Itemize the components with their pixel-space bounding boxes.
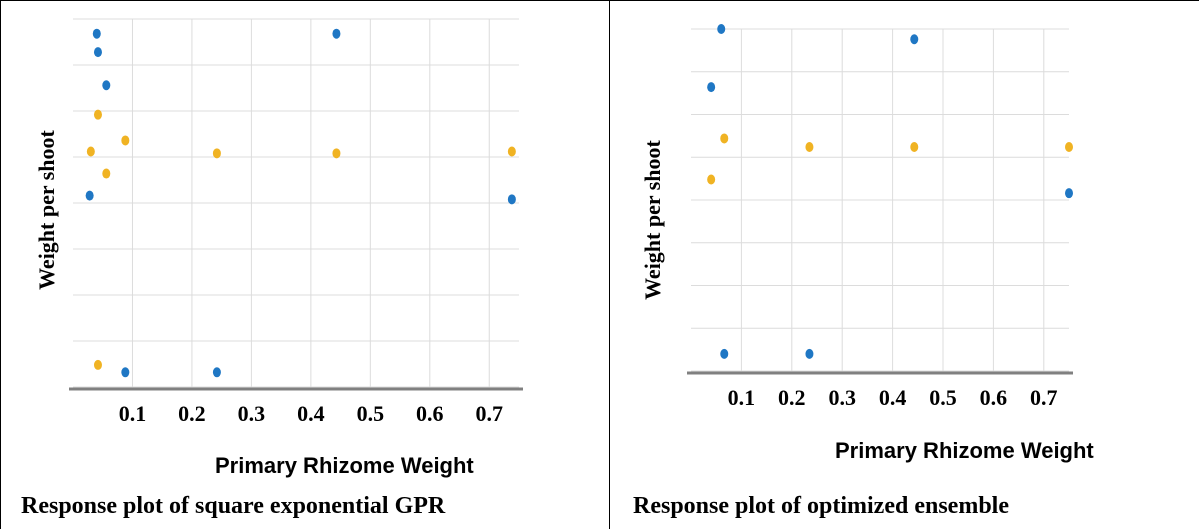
x-tick-labels: 0.1 0.2 0.3 0.4 0.5 0.6 0.7	[119, 401, 503, 426]
y-axis-label: Weight per shoot	[34, 130, 59, 290]
series-1	[86, 109, 516, 370]
x-axis-label: Primary Rhizome Weight	[835, 438, 1094, 463]
x-tick-label: 0.2	[778, 385, 806, 410]
data-point	[910, 34, 919, 45]
data-point	[85, 190, 94, 201]
x-tick-labels: 0.1 0.2 0.3 0.4 0.5 0.6 0.7	[728, 385, 1058, 410]
data-point	[102, 80, 111, 91]
panel-right: 0.1 0.2 0.3 0.4 0.5 0.6 0.7 Weight per shoot P…	[609, 0, 1199, 529]
x-tick-label: 0.4	[879, 385, 907, 410]
data-point	[720, 348, 729, 359]
data-point	[86, 146, 95, 157]
grid	[691, 28, 1069, 372]
x-tick-label: 0.4	[297, 401, 325, 426]
data-point	[707, 82, 716, 93]
data-point	[1065, 188, 1073, 199]
panel-left: 0.1 0.2 0.3 0.4 0.5 0.6 0.7 Weight per shoot P…	[0, 0, 610, 529]
data-point	[93, 109, 102, 120]
series-1	[707, 133, 1073, 185]
data-point	[332, 28, 341, 39]
x-tick-label: 0.6	[416, 401, 444, 426]
data-point	[507, 194, 516, 205]
data-point	[121, 135, 130, 146]
data-point	[121, 367, 130, 378]
chart-title: Response plot of square exponential GPR	[21, 493, 446, 519]
x-tick-label: 0.3	[238, 401, 266, 426]
x-tick-label: 0.7	[476, 401, 504, 426]
x-tick-label: 0.1	[728, 385, 756, 410]
data-point	[910, 141, 919, 152]
data-point	[707, 174, 716, 185]
x-tick-label: 0.6	[980, 385, 1008, 410]
x-tick-label: 0.2	[178, 401, 206, 426]
data-point	[507, 146, 516, 157]
scatter-plot-left: 0.1 0.2 0.3 0.4 0.5 0.6 0.7	[69, 18, 523, 426]
x-tick-label: 0.5	[357, 401, 385, 426]
data-point	[102, 168, 111, 179]
data-point	[720, 133, 729, 144]
data-point	[805, 348, 814, 359]
x-tick-label: 0.5	[929, 385, 957, 410]
y-axis-label: Weight per shoot	[640, 140, 665, 300]
data-point	[93, 47, 102, 58]
x-tick-label: 0.7	[1030, 385, 1058, 410]
data-point	[92, 28, 101, 39]
series-0	[85, 28, 516, 378]
data-point	[1065, 141, 1073, 152]
series-0	[707, 24, 1073, 359]
x-axis-label: Primary Rhizome Weight	[215, 453, 474, 478]
x-tick-label: 0.1	[119, 401, 147, 426]
scatter-plot-right: 0.1 0.2 0.3 0.4 0.5 0.6 0.7	[687, 24, 1073, 410]
data-point	[93, 359, 102, 370]
x-tick-label: 0.3	[828, 385, 856, 410]
data-point	[332, 148, 341, 159]
data-point	[805, 141, 814, 152]
data-point	[717, 24, 726, 34]
chart-title: Response plot of optimized ensemble	[633, 493, 1009, 519]
data-point	[212, 148, 221, 159]
data-point	[212, 367, 221, 378]
grid	[73, 18, 519, 388]
